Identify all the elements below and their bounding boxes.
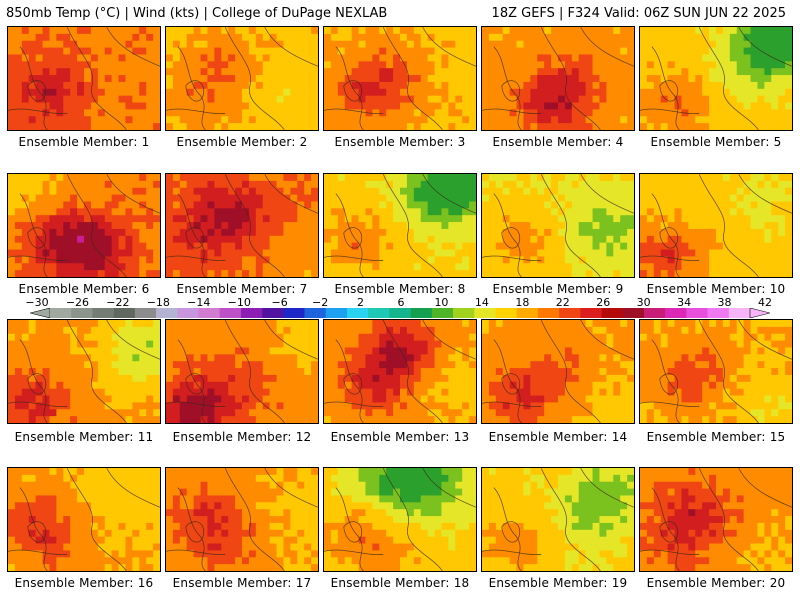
colorbar-swatch: [559, 308, 581, 318]
ensemble-member-label: Ensemble Member: 15: [646, 430, 786, 444]
ensemble-member-map-7: [165, 173, 319, 278]
colorbar-tick-label: 18: [515, 296, 530, 309]
colorbar-swatch: [262, 308, 284, 318]
colorbar-swatch: [643, 308, 666, 318]
colorbar-max-arrow: [749, 308, 770, 318]
colorbar-swatch: [71, 308, 93, 318]
ensemble-member-map-13: [323, 319, 477, 424]
colorbar-swatch: [283, 308, 305, 318]
ensemble-member-map-2: [165, 26, 319, 131]
ensemble-member-label: Ensemble Member: 11: [14, 430, 154, 444]
ensemble-member-map-4: [481, 26, 635, 131]
colorbar-tick-label: −26: [65, 296, 90, 309]
colorbar-swatch: [728, 308, 751, 318]
colorbar-tick-label: 22: [555, 296, 570, 309]
ensemble-member-map-16: [7, 467, 161, 572]
colorbar-min-arrow: [30, 308, 51, 318]
ensemble-member-label: Ensemble Member: 3: [334, 135, 466, 149]
map-title: 850mb Temp (°C) | Wind (kts) | College o…: [6, 6, 388, 21]
colorbar-swatch: [453, 308, 475, 318]
ensemble-member-map-17: [165, 467, 319, 572]
colorbar-tick-label: −22: [106, 296, 130, 309]
ensemble-member-map-9: [481, 173, 635, 278]
ensemble-member-map-1: [7, 26, 161, 131]
ensemble-member-label: Ensemble Member: 5: [650, 135, 782, 149]
ensemble-member-map-5: [639, 26, 793, 131]
colorbar-swatch: [304, 308, 327, 318]
colorbar-tick-label: 6: [397, 296, 405, 309]
colorbar-swatch: [346, 308, 369, 318]
colorbar-tick-label: 2: [357, 296, 365, 309]
ensemble-member-label: Ensemble Member: 18: [330, 576, 470, 590]
ensemble-member-map-8: [323, 173, 477, 278]
colorbar-swatch: [580, 308, 602, 318]
colorbar-tick-label: 26: [596, 296, 611, 309]
colorbar-swatch: [622, 308, 645, 318]
ensemble-member-label: Ensemble Member: 8: [334, 282, 466, 296]
ensemble-member-label: Ensemble Member: 4: [492, 135, 624, 149]
colorbar-swatch: [389, 308, 411, 318]
ensemble-member-label: Ensemble Member: 20: [646, 576, 786, 590]
colorbar-tick-label: 42: [758, 296, 772, 309]
ensemble-member-map-10: [639, 173, 793, 278]
colorbar-swatch: [50, 308, 72, 318]
run-info: 18Z GEFS | F324 Valid: 06Z SUN JUN 22 20…: [491, 6, 786, 21]
colorbar-swatch: [665, 308, 687, 318]
ensemble-member-map-15: [639, 319, 793, 424]
colorbar-swatch: [113, 308, 136, 318]
colorbar-swatch: [177, 308, 199, 318]
colorbar-swatch: [92, 308, 114, 318]
ensemble-member-map-3: [323, 26, 477, 131]
ensemble-member-label: Ensemble Member: 16: [14, 576, 154, 590]
colorbar-tick-label: 30: [636, 296, 651, 309]
ensemble-member-map-11: [7, 319, 161, 424]
colorbar-swatch: [219, 308, 242, 318]
colorbar-tick-label: −30: [25, 296, 49, 309]
colorbar-swatch: [516, 308, 539, 318]
colorbar-swatch: [537, 308, 560, 318]
ensemble-member-map-19: [481, 467, 635, 572]
ensemble-member-label: Ensemble Member: 13: [330, 430, 470, 444]
colorbar-swatch: [134, 308, 157, 318]
ensemble-member-label: Ensemble Member: 6: [18, 282, 150, 296]
ensemble-member-label: Ensemble Member: 10: [646, 282, 786, 296]
ensemble-member-label: Ensemble Member: 12: [172, 430, 312, 444]
colorbar-swatch: [431, 308, 454, 318]
colorbar-swatch: [495, 308, 517, 318]
colorbar-tick-label: 10: [434, 296, 449, 309]
ensemble-member-label: Ensemble Member: 19: [488, 576, 628, 590]
colorbar-swatch: [601, 308, 624, 318]
colorbar-swatch: [368, 308, 390, 318]
colorbar-tick-label: 38: [717, 296, 732, 309]
colorbar-tick-label: −18: [146, 296, 170, 309]
ensemble-member-map-18: [323, 467, 477, 572]
ensemble-member-label: Ensemble Member: 7: [176, 282, 308, 296]
ensemble-member-map-14: [481, 319, 635, 424]
ensemble-member-label: Ensemble Member: 2: [176, 135, 308, 149]
ensemble-member-label: Ensemble Member: 17: [172, 576, 312, 590]
ensemble-member-map-6: [7, 173, 161, 278]
ensemble-member-label: Ensemble Member: 14: [488, 430, 628, 444]
colorbar-tick-label: −2: [312, 296, 329, 309]
colorbar-tick-label: 34: [677, 296, 692, 309]
colorbar-swatch: [156, 308, 178, 318]
colorbar-swatch: [686, 308, 708, 318]
color-scale-bar: [30, 308, 770, 318]
ensemble-member-map-12: [165, 319, 319, 424]
colorbar-swatch: [240, 308, 263, 318]
colorbar-tick-label: −14: [187, 296, 211, 309]
ensemble-member-map-20: [639, 467, 793, 572]
colorbar-swatch: [325, 308, 348, 318]
colorbar-tick-label: 14: [474, 296, 489, 309]
colorbar-swatch: [410, 308, 433, 318]
colorbar-tick-label: −10: [227, 296, 251, 309]
ensemble-member-label: Ensemble Member: 9: [492, 282, 624, 296]
colorbar-swatch: [198, 308, 220, 318]
colorbar-tick-label: −6: [271, 296, 288, 309]
colorbar-swatch: [474, 308, 496, 318]
ensemble-member-label: Ensemble Member: 1: [18, 135, 150, 149]
colorbar-swatch: [707, 308, 730, 318]
